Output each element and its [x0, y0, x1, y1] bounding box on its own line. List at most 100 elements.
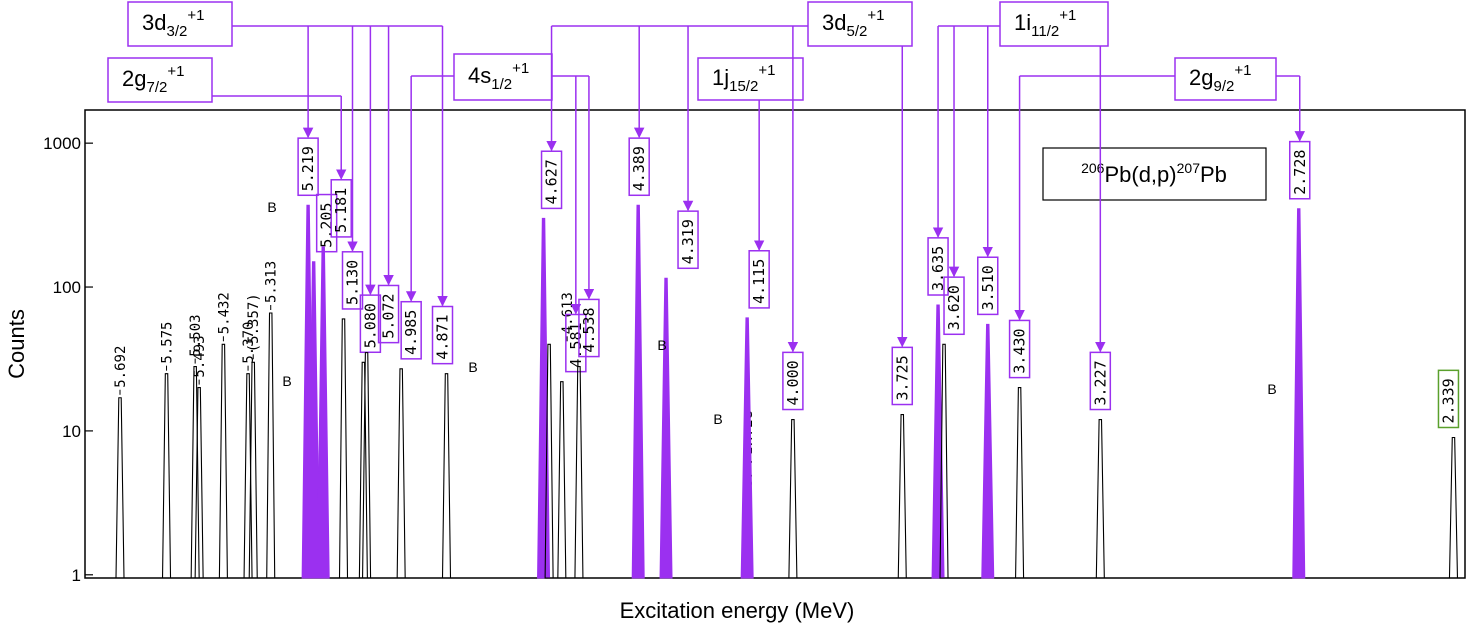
state-box: 1i11/2+1 — [999, 1, 1109, 47]
peak-label: 2.339 — [1439, 378, 1457, 423]
state-frame — [107, 57, 213, 103]
peak — [939, 343, 949, 579]
peak-label: 4.319 — [679, 219, 697, 264]
reaction-frame — [1042, 147, 1267, 201]
state-box: 4s1/2+1 — [453, 53, 553, 101]
peak-label: 3.227 — [1091, 360, 1109, 405]
background-marker: B — [713, 411, 722, 427]
peak-label: 5.181 — [332, 188, 350, 233]
peak — [1448, 436, 1459, 579]
subscript: 5/2 — [846, 23, 867, 40]
peak-label: 5.692 — [113, 346, 129, 388]
peak — [396, 368, 406, 579]
peak-label: 5.370 — [241, 322, 257, 364]
state-box: 2g7/2+1 — [107, 57, 213, 103]
peak — [316, 246, 330, 579]
peak — [362, 352, 372, 579]
state-frame — [999, 1, 1109, 47]
peak-label: 4.000 — [784, 360, 802, 405]
peak-label: 5.432 — [216, 292, 232, 334]
orbital: 3d — [142, 10, 166, 35]
plot-frame — [84, 109, 1466, 579]
peak-label: 4.871 — [434, 315, 452, 360]
orbital: 2g — [1189, 65, 1213, 90]
peak-label: (5.357) — [246, 293, 262, 352]
peak-label-box — [1437, 369, 1460, 429]
peak-label: 4.538 — [580, 307, 598, 352]
peak — [218, 343, 228, 579]
peak-label: 5.219 — [299, 146, 317, 191]
peak-label: 5.493 — [192, 335, 208, 377]
peak-label: 3.725 — [893, 355, 911, 400]
element: Pb — [1200, 162, 1227, 187]
peak — [307, 261, 321, 579]
background-marker: B — [468, 359, 477, 375]
peak — [740, 317, 754, 579]
background-marker: B — [267, 199, 276, 215]
peak — [161, 373, 172, 579]
state-label: 3d5/2+1 — [822, 7, 884, 40]
state-frame — [127, 1, 233, 47]
peak-label: 5.575 — [160, 322, 176, 364]
state-box: 2g9/2+1 — [1174, 57, 1277, 101]
peak — [788, 418, 798, 579]
peak-label: 5.080 — [361, 303, 379, 348]
state-box: 3d5/2+1 — [807, 1, 913, 47]
superscript: +1 — [758, 62, 775, 79]
peak — [1292, 208, 1306, 579]
peak-label: 5.503 — [188, 314, 204, 356]
orbital: 2g — [122, 66, 146, 91]
subscript: 7/2 — [146, 79, 167, 96]
peak-label: 4.985 — [402, 310, 420, 355]
background-marker: B — [282, 373, 291, 389]
peak-label: 3.620 — [945, 285, 963, 330]
y-tick-label: 100 — [53, 278, 81, 297]
peak — [441, 373, 452, 579]
peak — [1095, 418, 1105, 579]
state-label: 3d3/2+1 — [142, 7, 204, 40]
superscript: +1 — [867, 7, 884, 24]
subscript: 11/2 — [1031, 23, 1059, 40]
state-frame — [453, 53, 553, 101]
peak-label: 5.072 — [380, 293, 398, 338]
peak — [574, 366, 584, 579]
subscript: 1/2 — [491, 76, 512, 93]
channel: (d,p) — [1131, 162, 1176, 187]
peak-label: 3.635 — [929, 246, 947, 291]
superscript: +1 — [167, 63, 184, 80]
mass: 207 — [1177, 160, 1201, 176]
subscript: 3/2 — [166, 23, 187, 40]
state-box: 3d3/2+1 — [127, 1, 233, 47]
y-tick-label: 10 — [62, 422, 81, 441]
peak — [557, 381, 567, 579]
element: Pb — [1104, 162, 1131, 187]
reaction-label: 206Pb(d,p)207Pb — [1081, 160, 1227, 187]
peak-label: 5.313 — [264, 261, 280, 303]
peak-label: 4.627 — [543, 159, 561, 204]
state-frame — [807, 1, 913, 47]
peak-label-box — [315, 193, 338, 253]
y-tick-label: 1000 — [43, 134, 81, 153]
peak — [897, 413, 907, 579]
peak — [659, 277, 673, 579]
orbital: 3d — [822, 10, 846, 35]
superscript: +1 — [187, 7, 204, 24]
state-label: 1i11/2+1 — [1014, 7, 1076, 40]
orbital: 1j — [712, 65, 729, 90]
peak — [266, 312, 276, 579]
peak-label: 4.389 — [630, 146, 648, 191]
peak-label: 3.430 — [1011, 328, 1029, 373]
reaction-box: 206Pb(d,p)207Pb — [1042, 147, 1267, 201]
background-marker: B — [1267, 381, 1276, 397]
y-tick-label: 1 — [72, 566, 81, 585]
peak — [544, 343, 554, 579]
peak-label: 4.613 — [560, 292, 576, 334]
peak — [194, 387, 204, 579]
orbital: 4s — [468, 63, 491, 88]
state-label: 1j15/2+1 — [712, 62, 775, 95]
x-axis-title: Excitation energy (MeV) — [620, 598, 855, 623]
background-marker: B — [657, 337, 666, 353]
state-label: 4s1/2+1 — [468, 60, 529, 93]
y-axis-title: Counts — [4, 309, 29, 379]
